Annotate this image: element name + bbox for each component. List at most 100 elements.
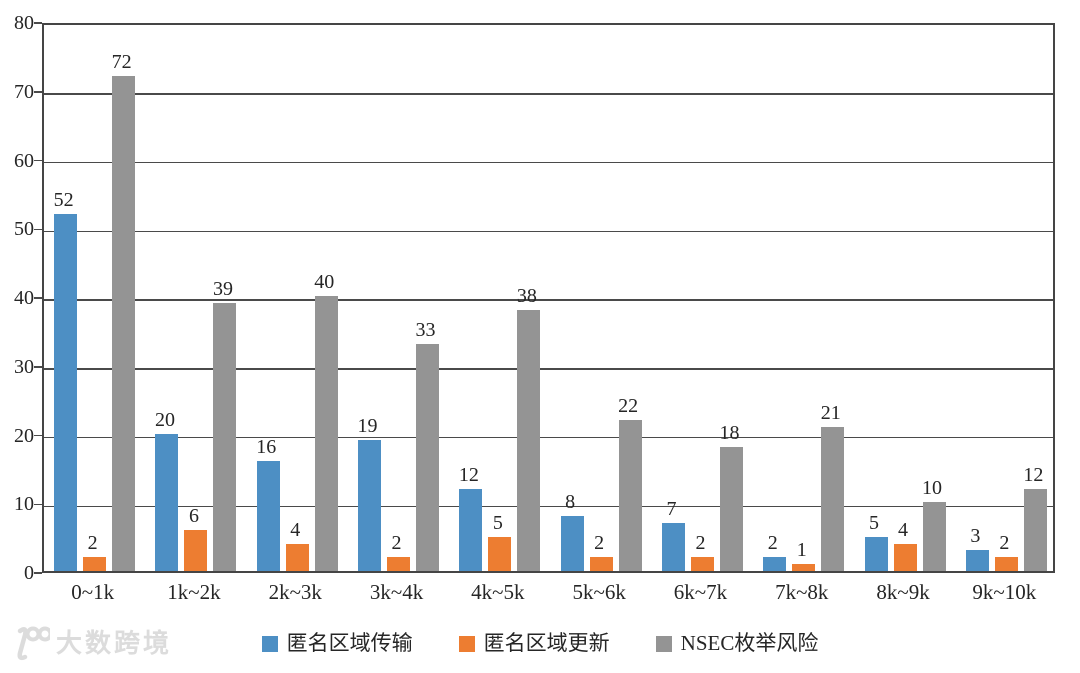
- x-tick-label-2k~3k: 2k~3k: [268, 580, 322, 604]
- value-label-NSEC枚举风险-1k~2k: 39: [212, 277, 233, 300]
- value-label-匿名区域更新-9k~10k: 2: [999, 532, 1010, 555]
- bar-NSEC枚举风险-2k~3k: [314, 296, 338, 571]
- bar-匿名区域更新-1k~2k: [184, 529, 208, 571]
- bar-匿名区域传输-1k~2k: [155, 433, 179, 571]
- bar-匿名区域更新-8k~9k: [893, 543, 917, 571]
- y-tick-label-50: 50: [14, 218, 34, 241]
- bar-NSEC枚举风险-5k~6k: [618, 419, 642, 571]
- x-tick-label-5k~6k: 5k~6k: [572, 580, 626, 604]
- value-label-匿名区域更新-4k~5k: 5: [492, 511, 503, 534]
- x-tick-label-4k~5k: 4k~5k: [471, 580, 525, 604]
- y-tick-80: [34, 22, 42, 24]
- x-tick-label-1k~2k: 1k~2k: [167, 580, 221, 604]
- y-tick-20: [34, 434, 42, 437]
- bar-匿名区域传输-4k~5k: [459, 488, 483, 571]
- legend-item-匿名区域更新: 匿名区域更新: [458, 631, 610, 655]
- value-label-NSEC枚举风险-4k~5k: 38: [516, 284, 537, 307]
- bar-匿名区域传输-5k~6k: [560, 516, 584, 571]
- legend-swatch-icon: [458, 635, 475, 652]
- x-tick-label-0~1k: 0~1k: [71, 580, 115, 604]
- y-tick-30: [34, 366, 42, 368]
- gridline-20: [44, 436, 1053, 439]
- y-tick-label-10: 10: [14, 493, 34, 516]
- bar-匿名区域传输-0~1k: [54, 213, 78, 571]
- value-label-匿名区域传输-6k~7k: 7: [666, 497, 677, 520]
- bar-匿名区域传输-9k~10k: [965, 550, 989, 571]
- bar-匿名区域更新-7k~8k: [792, 564, 816, 571]
- legend-item-NSEC枚举风险: NSEC枚举风险: [655, 631, 819, 655]
- bar-匿名区域更新-4k~5k: [488, 536, 512, 571]
- value-label-匿名区域传输-7k~8k: 2: [767, 532, 778, 555]
- value-label-匿名区域传输-1k~2k: 20: [154, 408, 175, 431]
- y-tick-0: [34, 572, 42, 574]
- watermark: 大数跨境: [8, 622, 172, 664]
- bar-NSEC枚举风险-8k~9k: [922, 502, 946, 571]
- legend: 匿名区域传输 匿名区域更新 NSEC枚举风险: [0, 633, 1080, 654]
- value-label-匿名区域更新-8k~9k: 4: [898, 518, 909, 541]
- bar-匿名区域传输-6k~7k: [661, 522, 685, 571]
- y-tick-label-0: 0: [24, 562, 34, 584]
- value-label-NSEC枚举风险-2k~3k: 40: [314, 271, 335, 293]
- watermark-100-logo: [17, 626, 50, 661]
- bar-匿名区域传输-2k~3k: [256, 461, 280, 571]
- gridline-60: [44, 161, 1053, 164]
- legend-item-匿名区域传输: 匿名区域传输: [261, 631, 413, 655]
- bar-NSEC枚举风险-3k~4k: [416, 344, 440, 571]
- y-tick-10: [34, 503, 42, 505]
- value-label-NSEC枚举风险-3k~4k: 33: [415, 319, 436, 342]
- bar-NSEC枚举风险-4k~5k: [517, 309, 541, 571]
- value-label-匿名区域传输-3k~4k: 19: [357, 415, 378, 438]
- value-label-匿名区域传输-0~1k: 52: [53, 188, 74, 211]
- bar-匿名区域更新-5k~6k: [589, 557, 613, 571]
- bar-匿名区域传输-7k~8k: [763, 557, 787, 571]
- bar-匿名区域更新-2k~3k: [285, 543, 309, 571]
- value-label-匿名区域更新-5k~6k: 2: [594, 532, 605, 555]
- value-label-NSEC枚举风险-8k~9k: 10: [922, 477, 943, 500]
- y-tick-50: [34, 228, 42, 230]
- watermark-text: 大数跨境: [56, 628, 173, 658]
- y-tick-label-40: 40: [14, 287, 34, 309]
- gridline-70: [44, 93, 1053, 95]
- gridline-40: [44, 299, 1053, 301]
- value-label-NSEC枚举风险-9k~10k: 12: [1023, 463, 1044, 486]
- value-label-匿名区域传输-2k~3k: 16: [256, 436, 277, 458]
- value-label-NSEC枚举风险-7k~8k: 21: [820, 401, 841, 424]
- legend-label: NSEC枚举风险: [680, 631, 819, 655]
- legend-swatch-icon: [261, 635, 278, 652]
- x-tick-label-9k~10k: 9k~10k: [972, 580, 1037, 604]
- y-tick-label-30: 30: [14, 355, 34, 378]
- bar-匿名区域更新-0~1k: [83, 557, 107, 571]
- value-label-匿名区域传输-9k~10k: 3: [970, 525, 981, 548]
- x-tick-label-8k~9k: 8k~9k: [876, 580, 930, 604]
- legend-swatch-icon: [655, 635, 672, 652]
- x-tick-label-6k~7k: 6k~7k: [673, 580, 728, 604]
- bar-匿名区域更新-6k~7k: [690, 557, 714, 571]
- y-tick-label-20: 20: [14, 424, 34, 447]
- value-label-NSEC枚举风险-5k~6k: 22: [618, 394, 639, 417]
- value-label-匿名区域更新-6k~7k: 2: [695, 532, 706, 555]
- bar-匿名区域传输-3k~4k: [358, 440, 382, 571]
- gridline-50: [44, 230, 1053, 232]
- value-label-匿名区域更新-7k~8k: 1: [796, 539, 807, 562]
- bar-NSEC枚举风险-6k~7k: [719, 447, 743, 571]
- y-tick-label-70: 70: [14, 80, 34, 103]
- x-tick-label-3k~4k: 3k~4k: [369, 580, 424, 604]
- bar-NSEC枚举风险-0~1k: [112, 76, 136, 571]
- plot-area: [42, 23, 1055, 573]
- value-label-匿名区域传输-5k~6k: 8: [565, 491, 576, 513]
- legend-label: 匿名区域传输: [286, 631, 413, 655]
- value-label-NSEC枚举风险-0~1k: 72: [111, 51, 132, 73]
- value-label-匿名区域更新-0~1k: 2: [87, 532, 98, 555]
- gridline-10: [44, 505, 1053, 507]
- value-label-匿名区域传输-4k~5k: 12: [458, 463, 479, 486]
- bar-NSEC枚举风险-9k~10k: [1023, 488, 1047, 571]
- y-tick-label-60: 60: [14, 149, 34, 172]
- y-tick-60: [34, 159, 42, 162]
- y-tick-40: [34, 297, 42, 299]
- value-label-匿名区域更新-2k~3k: 4: [290, 518, 301, 541]
- legend-label: 匿名区域更新: [483, 631, 610, 655]
- y-tick-label-80: 80: [14, 12, 34, 34]
- value-label-匿名区域传输-8k~9k: 5: [869, 511, 880, 534]
- y-tick-70: [34, 91, 42, 93]
